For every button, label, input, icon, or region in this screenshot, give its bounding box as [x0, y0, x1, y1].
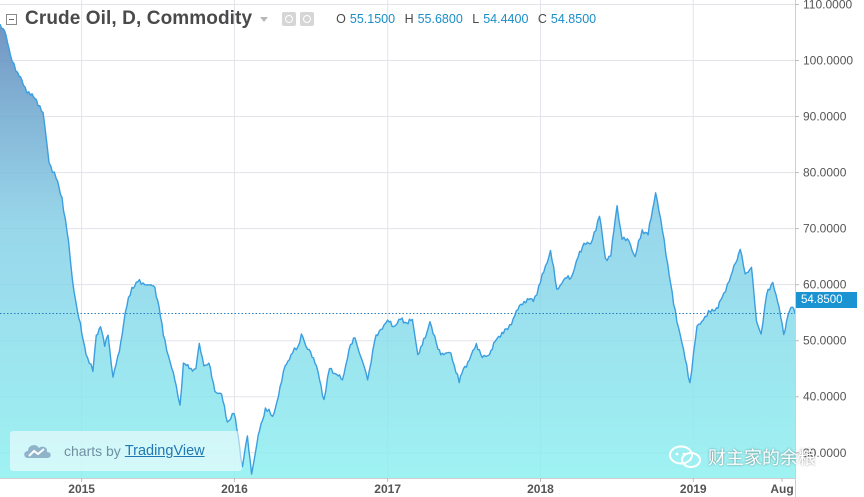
x-tick-label: 2016: [221, 482, 248, 496]
close-key: C: [537, 12, 547, 26]
y-tick-label: 50.0000: [803, 334, 847, 348]
open-key: O: [336, 12, 346, 26]
tradingview-cloud-icon: [24, 445, 51, 458]
x-tick-label: 2015: [68, 482, 95, 496]
y-tick-label: 30.0000: [803, 446, 847, 460]
chevron-down-icon[interactable]: [260, 16, 269, 22]
settings-icon[interactable]: [300, 12, 315, 26]
y-tick-label: 80.0000: [803, 166, 847, 180]
low-key: L: [472, 12, 480, 26]
x-tick-label: 2017: [374, 482, 401, 496]
x-tick-label: Aug: [770, 482, 793, 496]
y-tick-label: 70.0000: [803, 222, 847, 236]
x-tick-label: 2018: [527, 482, 554, 496]
time-axis-panel: [0, 478, 795, 497]
ohlc-readout: O 55.1500 H 55.6800 L 54.4400 C 54.8500: [330, 12, 596, 26]
collapse-icon[interactable]: [6, 13, 17, 25]
tradingview-badge[interactable]: charts by TradingView: [10, 431, 242, 471]
watermark-text: 财主家的余粮: [708, 448, 816, 469]
high-value: 55.6800: [417, 12, 463, 26]
last-price-tag: 54.8500: [796, 292, 857, 308]
eye-icon[interactable]: [282, 12, 297, 26]
y-tick-label: 100.0000: [803, 54, 853, 68]
price-area: [0, 24, 795, 478]
wechat-icon: [669, 445, 701, 468]
watermark: 财主家的余粮: [668, 444, 816, 470]
charts-by-label: charts by: [64, 443, 121, 459]
y-tick-label: 110.0000: [803, 0, 852, 11]
chart-header: Crude Oil, D, Commodity O 55.1500 H 55.680…: [6, 6, 596, 32]
price-axis-panel: [795, 0, 864, 497]
price-line: [0, 23, 796, 475]
y-tick-label: 60.0000: [803, 278, 847, 292]
tradingview-link[interactable]: TradingView: [124, 443, 205, 459]
y-tick-label: 90.0000: [803, 110, 847, 124]
x-tick-label: 2019: [680, 482, 707, 496]
open-value: 55.1500: [349, 12, 396, 26]
low-value: 54.4400: [483, 12, 529, 26]
close-value: 54.8500: [550, 12, 597, 26]
symbol-title[interactable]: Crude Oil, D, Commodity: [25, 8, 253, 29]
high-key: H: [404, 12, 414, 26]
y-tick-label: 40.0000: [803, 390, 847, 404]
